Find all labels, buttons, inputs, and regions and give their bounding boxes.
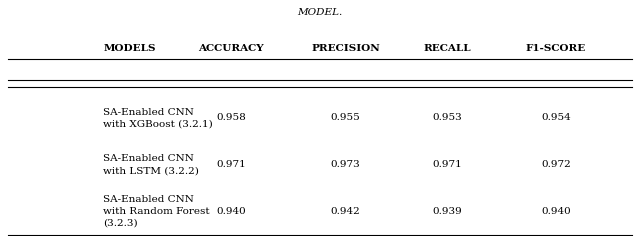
- Text: PRECISION: PRECISION: [311, 43, 380, 53]
- Text: SA-Enabled CNN
with LSTM (3.2.2): SA-Enabled CNN with LSTM (3.2.2): [103, 154, 199, 175]
- Text: 0.940: 0.940: [541, 207, 571, 216]
- Text: 0.972: 0.972: [541, 160, 571, 169]
- Text: 0.942: 0.942: [331, 207, 360, 216]
- Text: ACCURACY: ACCURACY: [198, 43, 264, 53]
- Text: 0.940: 0.940: [216, 207, 246, 216]
- Text: MODEL.: MODEL.: [298, 8, 342, 17]
- Text: 0.955: 0.955: [331, 114, 360, 122]
- Text: 0.973: 0.973: [331, 160, 360, 169]
- Text: 0.971: 0.971: [433, 160, 462, 169]
- Text: 0.953: 0.953: [433, 114, 462, 122]
- Text: 0.939: 0.939: [433, 207, 462, 216]
- Text: SA-Enabled CNN
with Random Forest
(3.2.3): SA-Enabled CNN with Random Forest (3.2.3…: [103, 195, 210, 228]
- Text: 0.971: 0.971: [216, 160, 246, 169]
- Text: F1-SCORE: F1-SCORE: [525, 43, 586, 53]
- Text: SA-Enabled CNN
with XGBoost (3.2.1): SA-Enabled CNN with XGBoost (3.2.1): [103, 108, 213, 128]
- Text: 0.954: 0.954: [541, 114, 571, 122]
- Text: 0.958: 0.958: [216, 114, 246, 122]
- Text: MODELS: MODELS: [103, 43, 156, 53]
- Text: RECALL: RECALL: [424, 43, 471, 53]
